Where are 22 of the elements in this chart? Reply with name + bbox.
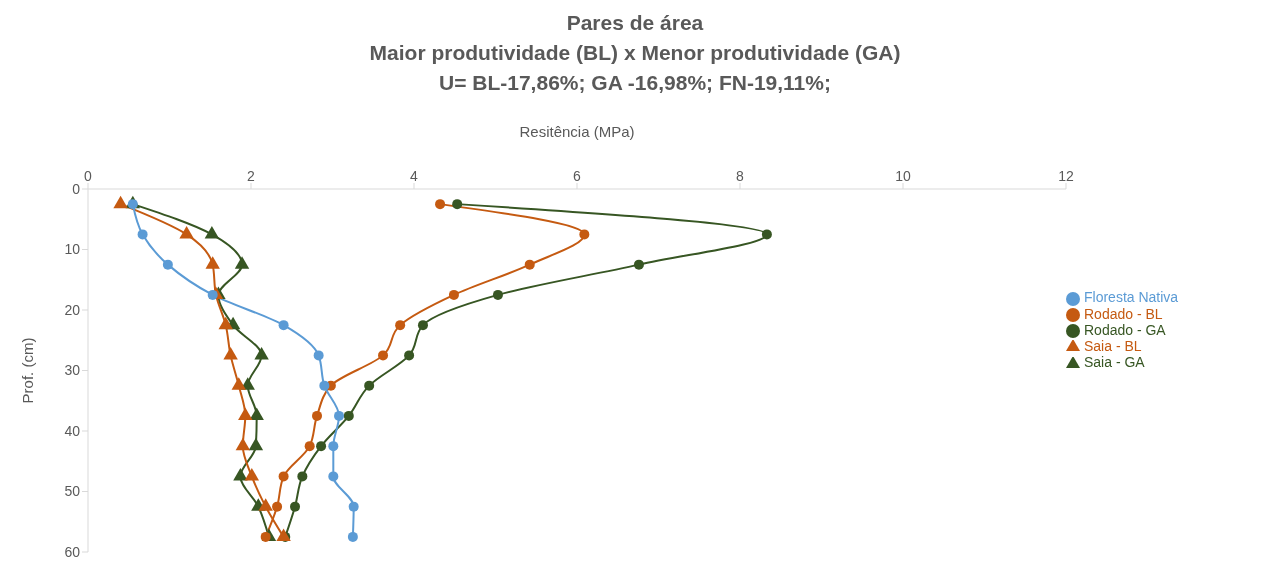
y-tick-label: 50	[64, 483, 81, 500]
legend-label: Floresta Nativa	[1084, 289, 1179, 306]
x-tick-label: 12	[1058, 168, 1074, 184]
x-tick-label: 10	[895, 168, 911, 184]
y-axis-title: Prof. (cm)	[19, 337, 37, 404]
x-axis-title: Resitência (MPa)	[519, 123, 635, 140]
legend-label: Saia - BL	[1084, 338, 1142, 355]
x-tick-label: 0	[84, 168, 93, 184]
legend-label: Rodado - GA	[1084, 321, 1166, 338]
x-tick-label: 8	[736, 168, 745, 184]
y-tick-label: 10	[64, 241, 81, 258]
x-tick-label: 4	[410, 168, 419, 184]
x-tick-label: 2	[247, 168, 256, 184]
y-tick-label: 0	[72, 180, 81, 197]
chart-title: Pares de área Maior produtividade (BL) x Menor produtividade (GA) U= BL-17,86%; GA -16,98%; FN-19,11%;	[368, 10, 902, 96]
legend-label: Rodado - BL	[1084, 305, 1163, 322]
y-tick-label: 60	[64, 543, 81, 560]
y-tick-label: 30	[64, 362, 81, 379]
legend-label: Saia - GA	[1084, 354, 1145, 371]
y-tick-label: 40	[64, 422, 81, 439]
x-tick-label: 6	[573, 168, 582, 184]
y-tick-label: 20	[64, 301, 81, 318]
